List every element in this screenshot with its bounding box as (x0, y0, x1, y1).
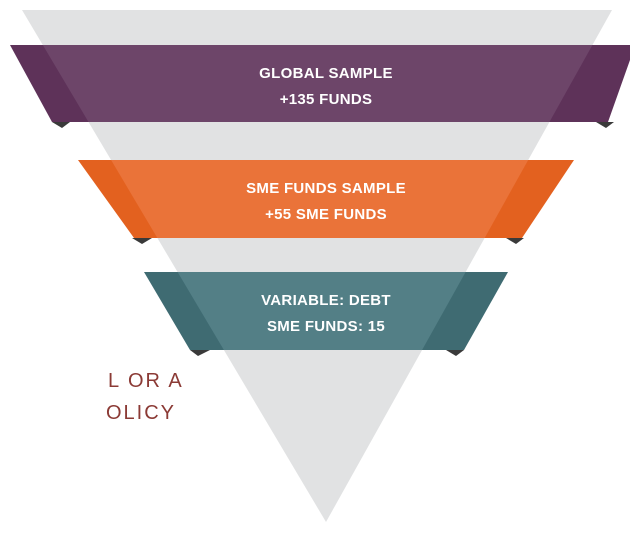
band (78, 160, 574, 238)
band-label: SME FUNDS: 15 (267, 318, 385, 335)
band (22, 45, 612, 122)
band-label: +55 SME FUNDS (265, 206, 387, 223)
band-label: VARIABLE: DEBT (261, 292, 391, 309)
band-shadow (596, 122, 614, 128)
band-label: +135 FUNDS (280, 91, 373, 108)
band-shadow (506, 238, 524, 244)
band-shadow (132, 238, 152, 244)
band-label: GLOBAL SAMPLE (259, 65, 393, 82)
band-label: SME FUNDS SAMPLE (246, 180, 406, 197)
band-shadow (190, 350, 210, 356)
band-shadow (52, 122, 70, 128)
side-text: L OR A (108, 370, 184, 392)
side-text: OLICY (106, 402, 176, 424)
band-shadow (446, 350, 464, 356)
funnel-triangle (22, 10, 612, 522)
band (144, 272, 508, 350)
